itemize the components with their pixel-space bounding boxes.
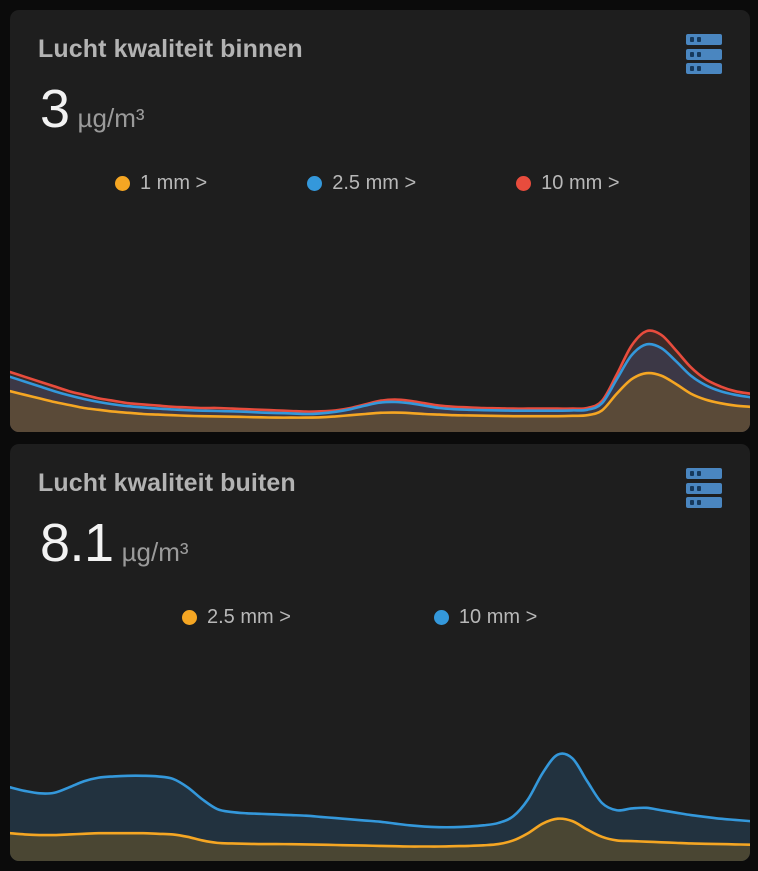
legend-item-10mm[interactable]: 10 mm > bbox=[516, 171, 620, 195]
legend-label: 2.5 mm > bbox=[332, 171, 417, 194]
server-rack-icon[interactable] bbox=[686, 34, 722, 74]
value-row-indoor: 3 µg/m³ bbox=[10, 64, 750, 136]
value-number: 3 bbox=[40, 78, 70, 139]
legend-dot-icon bbox=[182, 609, 197, 625]
legend-dot-icon bbox=[433, 609, 449, 625]
server-rack-icon[interactable] bbox=[686, 468, 722, 508]
card-lucht-kwaliteit-binnen[interactable]: Lucht kwaliteit binnen 3 µg/m³ 1 mm > 2.… bbox=[10, 10, 750, 432]
server-rack-unit bbox=[686, 482, 722, 494]
chart-indoor-svg bbox=[10, 312, 750, 432]
legend-label: 10 mm > bbox=[458, 605, 538, 628]
chart-line-2-5-mm- bbox=[10, 344, 750, 414]
chart-line-1-mm- bbox=[10, 373, 750, 418]
chart-line-10-mm- bbox=[10, 331, 750, 412]
legend-dot-icon bbox=[307, 175, 323, 191]
chart-legend-outdoor: 2.5 mm > 10 mm > bbox=[10, 606, 750, 629]
legend-item-10mm[interactable]: 10 mm > bbox=[433, 605, 538, 629]
server-rack-unit bbox=[686, 497, 722, 508]
card-header-outdoor: Lucht kwaliteit buiten bbox=[10, 444, 750, 508]
value-number: 8.1 bbox=[40, 512, 114, 573]
page-title: Lucht kwaliteit buiten bbox=[38, 469, 296, 497]
chart-outdoor[interactable] bbox=[10, 716, 750, 861]
server-rack-unit bbox=[686, 63, 722, 74]
value-unit: µg/m³ bbox=[121, 536, 189, 567]
chart-legend-indoor: 1 mm > 2.5 mm > 10 mm > bbox=[10, 172, 750, 195]
chart-outdoor-svg bbox=[10, 716, 750, 861]
legend-item-2-5mm[interactable]: 2.5 mm > bbox=[307, 172, 416, 195]
legend-dot-icon bbox=[516, 175, 532, 191]
chart-line-10-mm- bbox=[10, 754, 750, 828]
legend-dot-icon bbox=[115, 175, 130, 191]
server-rack-unit bbox=[686, 468, 722, 479]
value-unit: µg/m³ bbox=[77, 102, 145, 133]
value-row-outdoor: 8.1 µg/m³ bbox=[10, 498, 750, 570]
chart-indoor[interactable] bbox=[10, 312, 750, 432]
page-title: Lucht kwaliteit binnen bbox=[38, 35, 303, 63]
card-header-indoor: Lucht kwaliteit binnen bbox=[10, 10, 750, 74]
server-rack-unit bbox=[686, 48, 722, 60]
chart-line-2-5-mm- bbox=[10, 819, 750, 847]
legend-item-2-5mm[interactable]: 2.5 mm > bbox=[182, 606, 291, 629]
chart-area-2-5-mm- bbox=[10, 818, 750, 861]
legend-label: 2.5 mm > bbox=[207, 605, 291, 628]
legend-item-1mm[interactable]: 1 mm > bbox=[115, 172, 207, 195]
card-lucht-kwaliteit-buiten[interactable]: Lucht kwaliteit buiten 8.1 µg/m³ 2.5 mm … bbox=[10, 444, 750, 861]
legend-label: 10 mm > bbox=[541, 171, 620, 194]
server-rack-unit bbox=[686, 34, 722, 45]
legend-label: 1 mm > bbox=[140, 171, 208, 194]
